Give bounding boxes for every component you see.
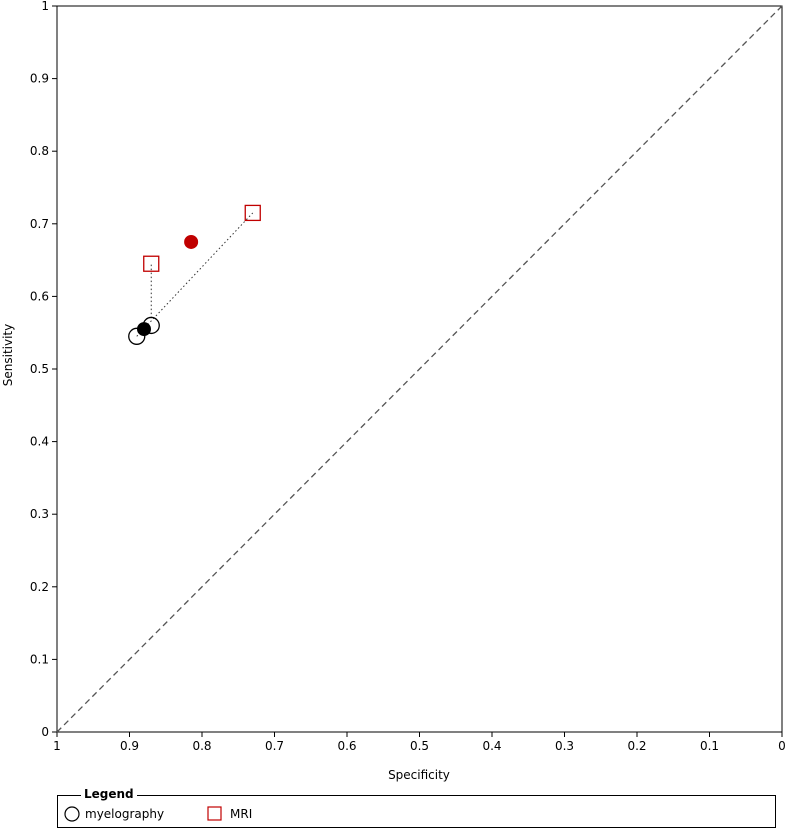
y-tick-label: 0.6: [30, 289, 49, 303]
square-marker-icon: [207, 806, 222, 821]
legend-item-mri: MRI: [206, 804, 252, 824]
legend-title: Legend: [81, 787, 137, 801]
legend-box: [57, 795, 776, 828]
y-tick-label: 0.5: [30, 362, 49, 376]
x-tick-label: 0.8: [192, 739, 211, 753]
connector-lines: [136, 212, 254, 337]
MRI-point: [143, 255, 160, 272]
reference-diagonal: [56, 5, 783, 733]
MRI-summary-point: [184, 234, 199, 249]
connector-line: [136, 212, 254, 337]
x-tick-label: 0.1: [700, 739, 719, 753]
MRI-point: [244, 204, 261, 222]
x-tick-label: 0.9: [120, 739, 139, 753]
x-tick-label: 0.7: [265, 739, 284, 753]
x-tick-label: 0: [778, 739, 786, 753]
y-tick-label: 0.2: [30, 580, 49, 594]
x-tick-label: 0.5: [410, 739, 429, 753]
y-axis-title: Sensitivity: [1, 324, 15, 386]
legend-label-myelography: myelography: [85, 807, 165, 821]
x-tick-label: 0.2: [627, 739, 646, 753]
data-points: [128, 204, 261, 345]
x-axis-title: Specificity: [388, 768, 450, 782]
x-tick-label: 0.3: [555, 739, 574, 753]
y-tick-label: 0: [41, 725, 49, 739]
legend-label-mri: MRI: [230, 807, 253, 821]
y-axis-ticks: 0 0.1 0.2 0.3 0.4 0.5 0.6 0.7 0.8 0.9 1: [30, 0, 57, 739]
y-tick-label: 0.3: [30, 507, 49, 521]
y-tick-label: 0.4: [30, 435, 49, 449]
legend-item-myelography: myelography: [63, 804, 164, 824]
x-tick-label: 0.6: [337, 739, 356, 753]
y-tick-label: 0.1: [30, 652, 49, 666]
y-tick-label: 0.8: [30, 144, 49, 158]
circle-marker-icon: [64, 806, 80, 822]
x-tick-label: 1: [53, 739, 61, 753]
x-axis-ticks: 1 0.9 0.8 0.7 0.6 0.5 0.4 0.3 0.2 0.1 0: [53, 732, 786, 753]
myelography-point: [128, 327, 146, 345]
myelography-summary-point: [137, 322, 151, 337]
y-tick-label: 1: [41, 0, 49, 13]
y-tick-label: 0.9: [30, 72, 49, 86]
x-tick-label: 0.4: [482, 739, 501, 753]
y-tick-label: 0.7: [30, 217, 49, 231]
